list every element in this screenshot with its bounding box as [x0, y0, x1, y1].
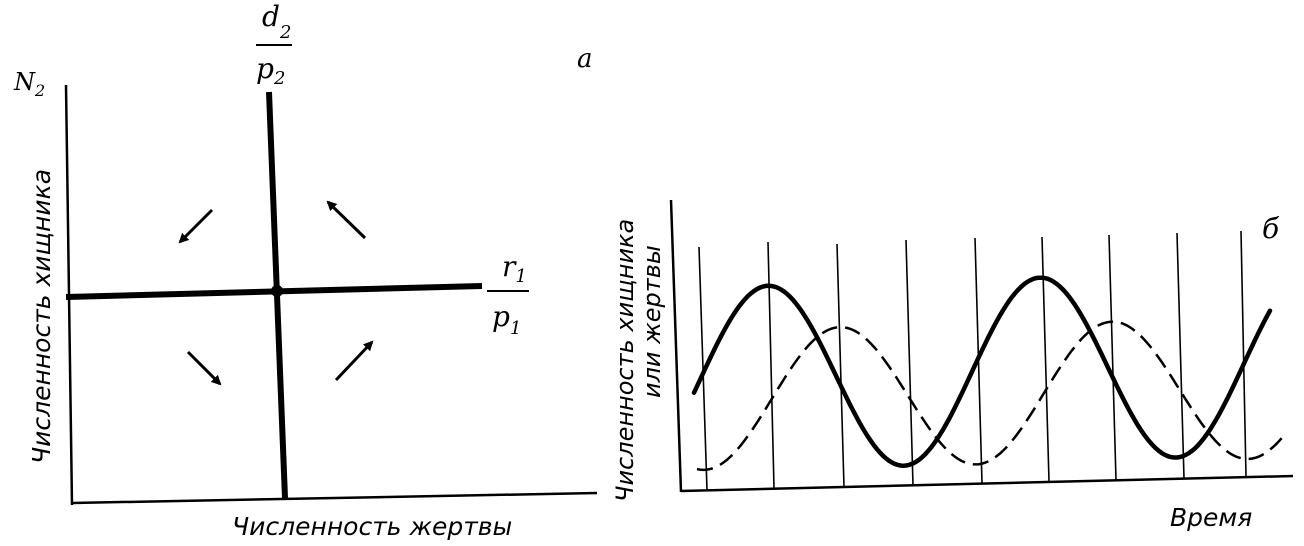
time-gridline: [1041, 236, 1050, 482]
svg-text:p2: p2: [256, 52, 285, 89]
arrow-up-right: [334, 340, 374, 382]
time-gridline: [1108, 234, 1117, 481]
arrow-down-left: [178, 208, 214, 244]
time-gridline: [905, 239, 914, 486]
panel-b-y-axis: [669, 199, 683, 493]
panel-a: а N2 d2 p2 r1 p1 Численность хищника Чис…: [13, 0, 598, 541]
arrow-up-left: [326, 200, 367, 240]
equilibrium-point: [271, 285, 283, 297]
predator-curve-dashed: [696, 320, 1283, 472]
vertical-isocline-label: d2 p2: [256, 0, 292, 89]
time-gridlines: [698, 230, 1247, 491]
panel-b-y-axis-label-line2: или жертвы: [638, 245, 666, 398]
panel-a-x-axis: [71, 491, 598, 505]
panel-a-x-axis-label: Численность жертвы: [232, 512, 512, 541]
panel-b-x-axis-label: Время: [1170, 503, 1252, 532]
y-axis-symbol: N2: [13, 68, 45, 100]
time-gridline: [767, 241, 775, 489]
time-gridline: [836, 243, 845, 488]
panel-a-letter: а: [577, 44, 593, 74]
time-gridline: [1240, 230, 1247, 477]
svg-text:r1: r1: [502, 250, 527, 287]
panel-b-y-axis-label-line1: Численность хищника: [611, 219, 639, 502]
arrow-down-right: [186, 350, 222, 386]
panel-b-letter: б: [1262, 212, 1280, 245]
horizontal-isocline-label: r1 p1: [487, 250, 529, 339]
panel-b-x-axis: [680, 474, 1294, 493]
prey-curve-solid: [691, 275, 1273, 468]
svg-text:d2: d2: [262, 0, 291, 43]
time-gridline: [1176, 232, 1185, 479]
panel-b: б Численность хищника или жертвы Время: [611, 199, 1294, 532]
panel-a-y-axis-label: Численность хищника: [27, 169, 56, 464]
svg-text:p1: p1: [492, 300, 521, 339]
